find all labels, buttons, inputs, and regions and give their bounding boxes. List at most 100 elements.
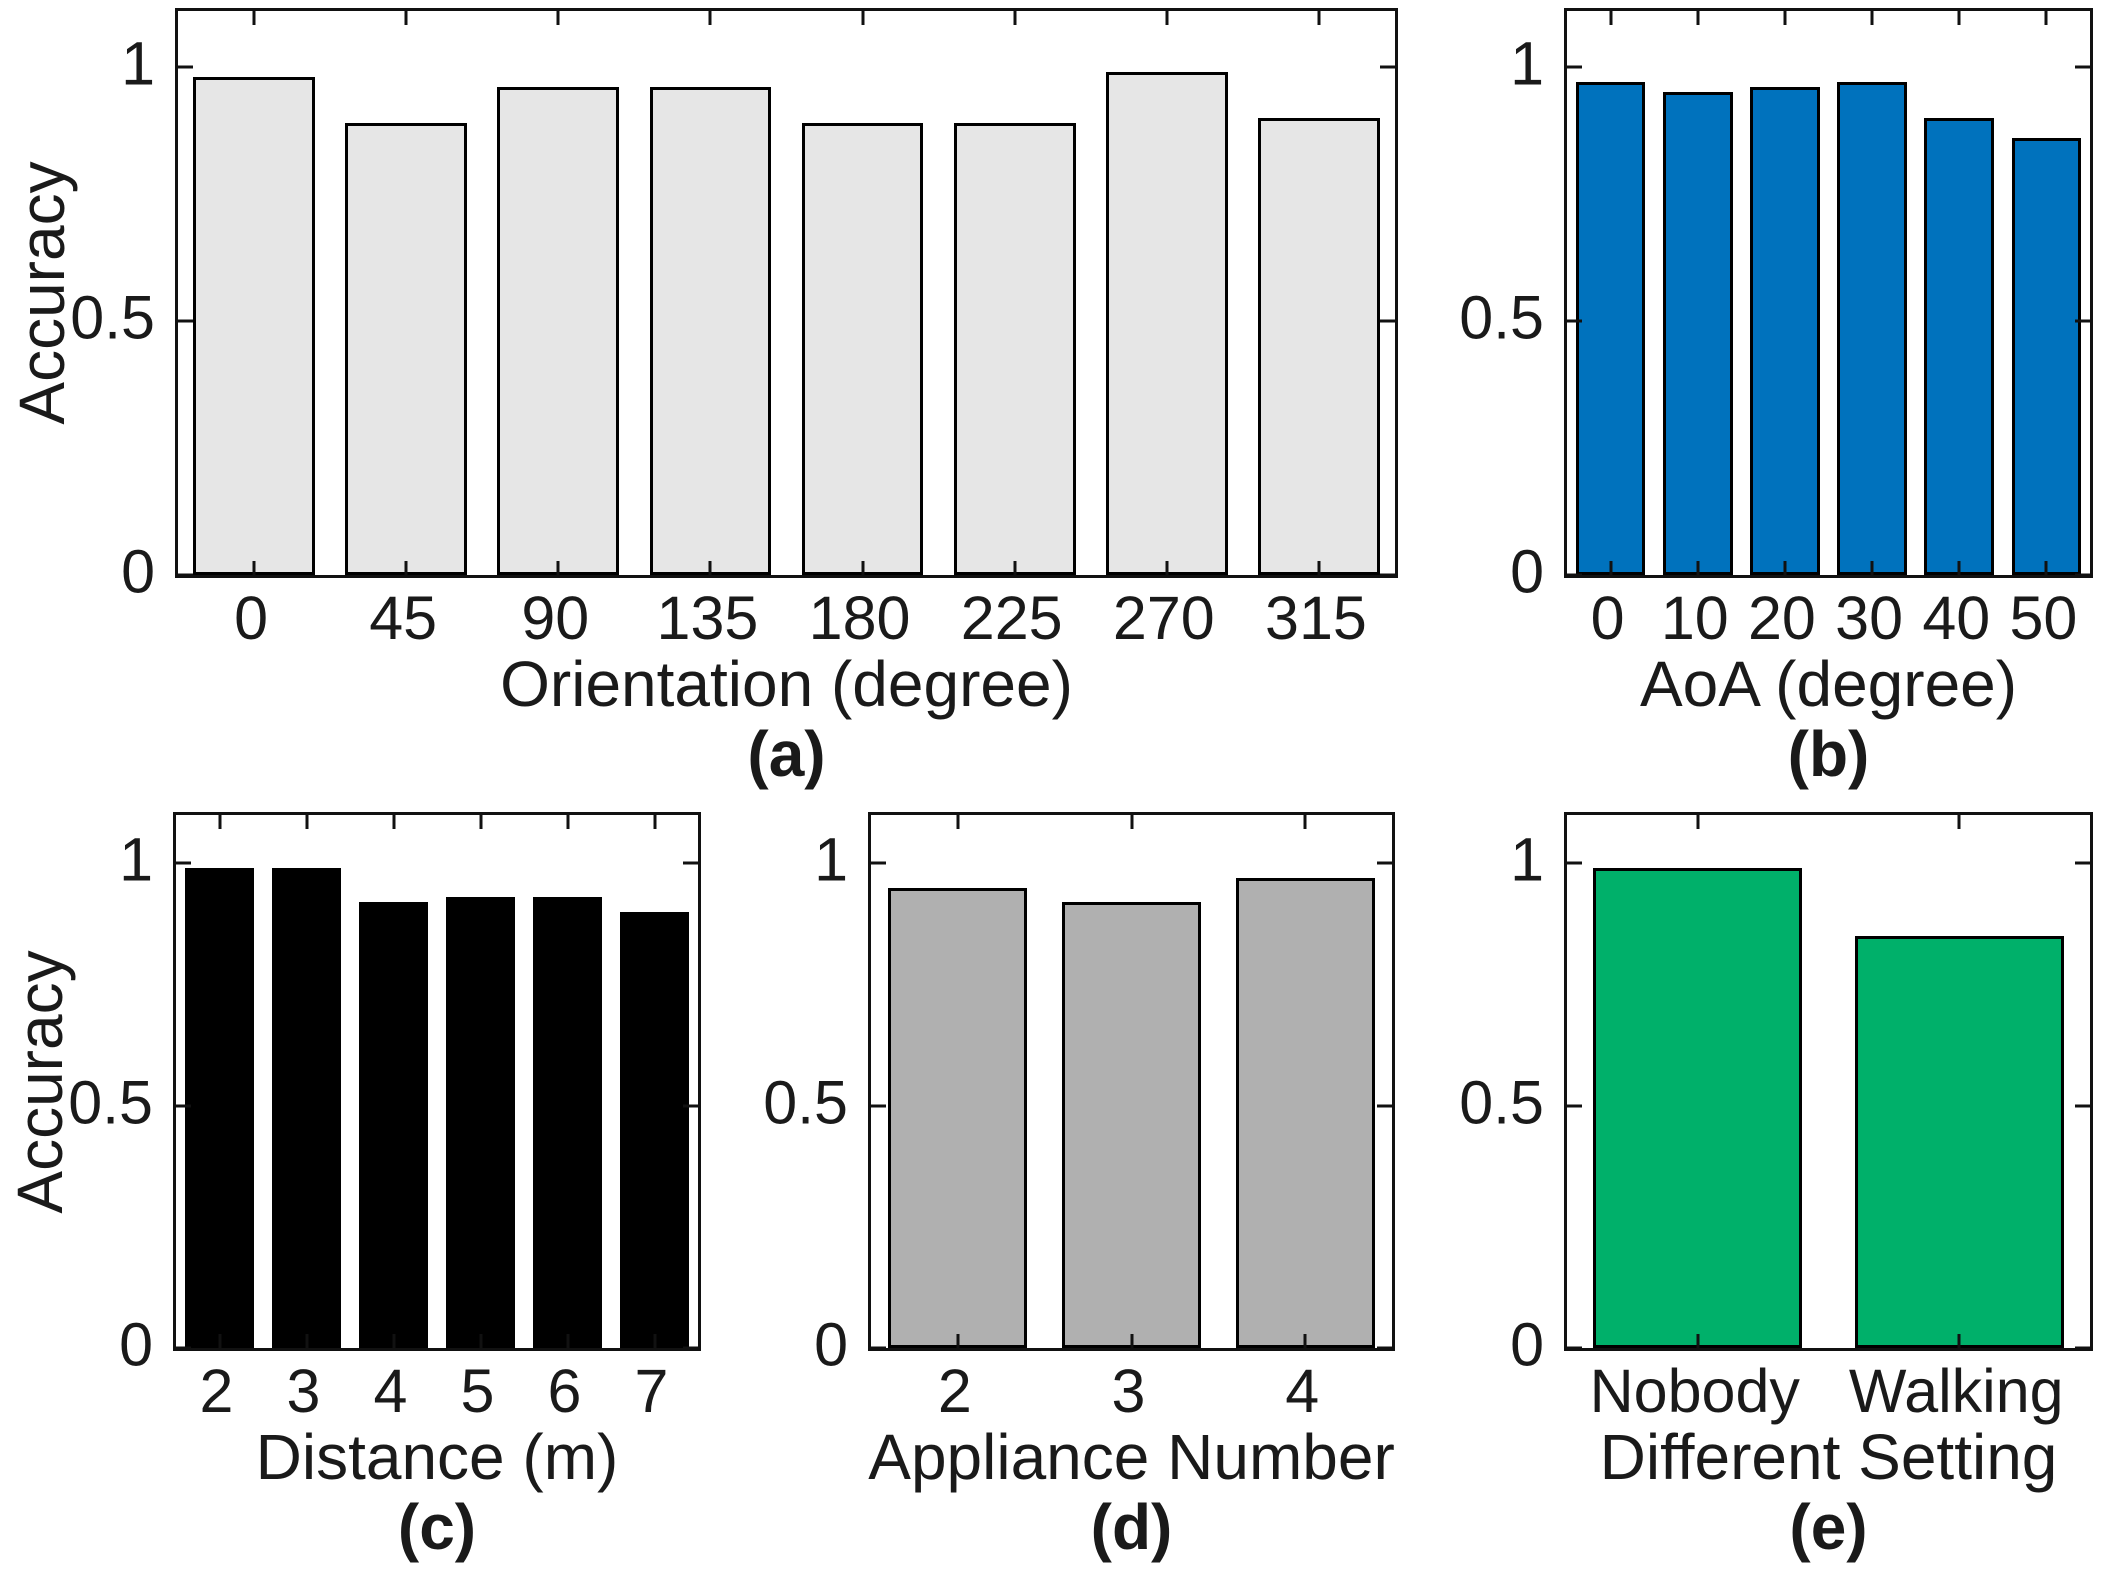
plot-area <box>1564 812 2093 1351</box>
x-tick <box>218 1334 221 1348</box>
subplot-caption: (e) <box>1789 1491 1868 1563</box>
y-tick-label: 0 <box>119 1310 153 1379</box>
y-tick <box>178 319 193 323</box>
x-tick-labels: 0 10 20 30 40 50 <box>1564 588 2093 658</box>
x-tick <box>1013 11 1017 25</box>
x-tick <box>1783 561 1787 575</box>
x-tick <box>218 815 221 829</box>
x-tick-label: Walking <box>1848 1357 2064 1425</box>
x-tick <box>1013 561 1017 575</box>
x-tick <box>708 561 712 575</box>
y-tick <box>871 1104 886 1108</box>
x-tick <box>708 11 712 25</box>
y-tick-label: 0.5 <box>70 283 155 352</box>
x-tick <box>1165 11 1169 25</box>
x-tick <box>305 1334 308 1348</box>
x-tick-label: 90 <box>521 584 590 652</box>
x-tick <box>1609 11 1613 25</box>
x-tick <box>1609 561 1613 575</box>
plot-area <box>868 812 1395 1351</box>
x-tick <box>392 1334 395 1348</box>
x-tick-label: 180 <box>808 584 911 652</box>
bar-270 <box>1105 71 1228 575</box>
x-tick <box>1783 11 1787 25</box>
y-tick <box>683 861 698 865</box>
y-tick <box>2075 861 2090 865</box>
y-tick <box>2075 65 2090 69</box>
x-tick-label: 10 <box>1660 584 1729 652</box>
bar-2 <box>184 868 255 1348</box>
bar-0 <box>193 77 315 575</box>
x-tick-label: 30 <box>1835 584 1904 652</box>
bar-10 <box>1662 92 1733 575</box>
bar-135 <box>649 87 772 575</box>
x-tick <box>1130 815 1133 829</box>
x-tick <box>556 561 560 575</box>
y-tick <box>1567 861 1582 865</box>
y-tick <box>176 1346 191 1350</box>
y-tick <box>178 65 193 69</box>
x-tick <box>653 815 656 829</box>
y-tick <box>2075 319 2090 323</box>
y-axis-label: Accuracy <box>4 949 76 1214</box>
x-tick <box>1317 11 1321 25</box>
x-tick-label: 0 <box>1590 584 1625 652</box>
plot-area <box>1564 8 2093 578</box>
bar-Nobody <box>1593 868 1803 1348</box>
y-tick <box>1380 65 1395 69</box>
x-tick <box>1870 561 1874 575</box>
x-tick <box>479 1334 482 1348</box>
x-tick <box>2044 11 2048 25</box>
bar-50 <box>2011 138 2082 575</box>
bar-45 <box>345 122 468 575</box>
x-tick-label: 45 <box>369 584 438 652</box>
x-tick-label: 4 <box>373 1357 408 1425</box>
y-tick <box>1567 573 1582 577</box>
subplot-caption: (a) <box>747 718 826 790</box>
plot-area <box>175 8 1398 578</box>
bar-6 <box>532 897 603 1348</box>
x-tick <box>1165 561 1169 575</box>
x-tick <box>1303 815 1307 829</box>
y-tick <box>1380 319 1395 323</box>
x-tick <box>1696 1334 1700 1348</box>
x-tick-label: 20 <box>1747 584 1816 652</box>
x-axis-label: Orientation (degree) <box>500 648 1073 720</box>
bar-4 <box>358 902 429 1348</box>
x-tick-label: 7 <box>634 1357 669 1425</box>
y-tick-label: 1 <box>121 29 155 98</box>
y-tick-label: 1 <box>814 825 848 894</box>
x-tick <box>1696 11 1700 25</box>
y-tick <box>683 1104 698 1108</box>
x-axis-label: Different Setting <box>1599 1421 2058 1493</box>
bar-40 <box>1924 117 1995 575</box>
bar-180 <box>801 122 924 575</box>
y-tick <box>683 1346 698 1350</box>
x-tick-label: 3 <box>1111 1357 1146 1425</box>
x-tick-label: 50 <box>2009 584 2078 652</box>
bar-90 <box>497 87 620 575</box>
bar-0 <box>1575 82 1646 575</box>
bar-2 <box>888 887 1028 1348</box>
x-tick <box>566 1334 569 1348</box>
y-tick <box>1377 861 1392 865</box>
x-tick-label: 6 <box>547 1357 582 1425</box>
x-tick-label: 4 <box>1285 1357 1320 1425</box>
y-tick <box>1380 573 1395 577</box>
y-tick <box>1567 1104 1582 1108</box>
x-tick-label: 315 <box>1265 584 1367 652</box>
y-tick-label: 0 <box>121 537 155 606</box>
subplot-caption: (c) <box>397 1491 477 1563</box>
x-tick <box>1303 1334 1307 1348</box>
y-tick-label: 0.5 <box>1459 1068 1544 1137</box>
x-tick-label: Nobody <box>1589 1357 1800 1425</box>
bar-7 <box>619 911 690 1348</box>
x-tick <box>252 561 256 575</box>
y-tick <box>1567 1346 1582 1350</box>
bar-5 <box>445 897 516 1348</box>
x-tick <box>1957 11 1961 25</box>
